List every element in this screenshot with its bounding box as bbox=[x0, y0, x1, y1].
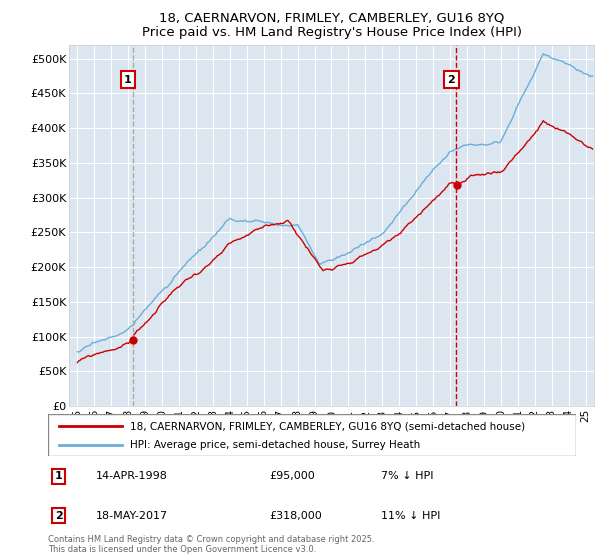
Text: 1: 1 bbox=[124, 74, 132, 85]
Text: Contains HM Land Registry data © Crown copyright and database right 2025.
This d: Contains HM Land Registry data © Crown c… bbox=[48, 535, 374, 554]
Text: 11% ↓ HPI: 11% ↓ HPI bbox=[380, 511, 440, 521]
Text: £95,000: £95,000 bbox=[270, 472, 316, 482]
Title: 18, CAERNARVON, FRIMLEY, CAMBERLEY, GU16 8YQ
Price paid vs. HM Land Registry's H: 18, CAERNARVON, FRIMLEY, CAMBERLEY, GU16… bbox=[142, 11, 521, 39]
Text: 7% ↓ HPI: 7% ↓ HPI bbox=[380, 472, 433, 482]
Text: 18, CAERNARVON, FRIMLEY, CAMBERLEY, GU16 8YQ (semi-detached house): 18, CAERNARVON, FRIMLEY, CAMBERLEY, GU16… bbox=[130, 421, 525, 431]
Text: 1: 1 bbox=[55, 472, 62, 482]
Text: 2: 2 bbox=[55, 511, 62, 521]
Text: HPI: Average price, semi-detached house, Surrey Heath: HPI: Average price, semi-detached house,… bbox=[130, 440, 420, 450]
Text: 2: 2 bbox=[448, 74, 455, 85]
Text: £318,000: £318,000 bbox=[270, 511, 323, 521]
Text: 14-APR-1998: 14-APR-1998 bbox=[95, 472, 167, 482]
Text: 18-MAY-2017: 18-MAY-2017 bbox=[95, 511, 167, 521]
